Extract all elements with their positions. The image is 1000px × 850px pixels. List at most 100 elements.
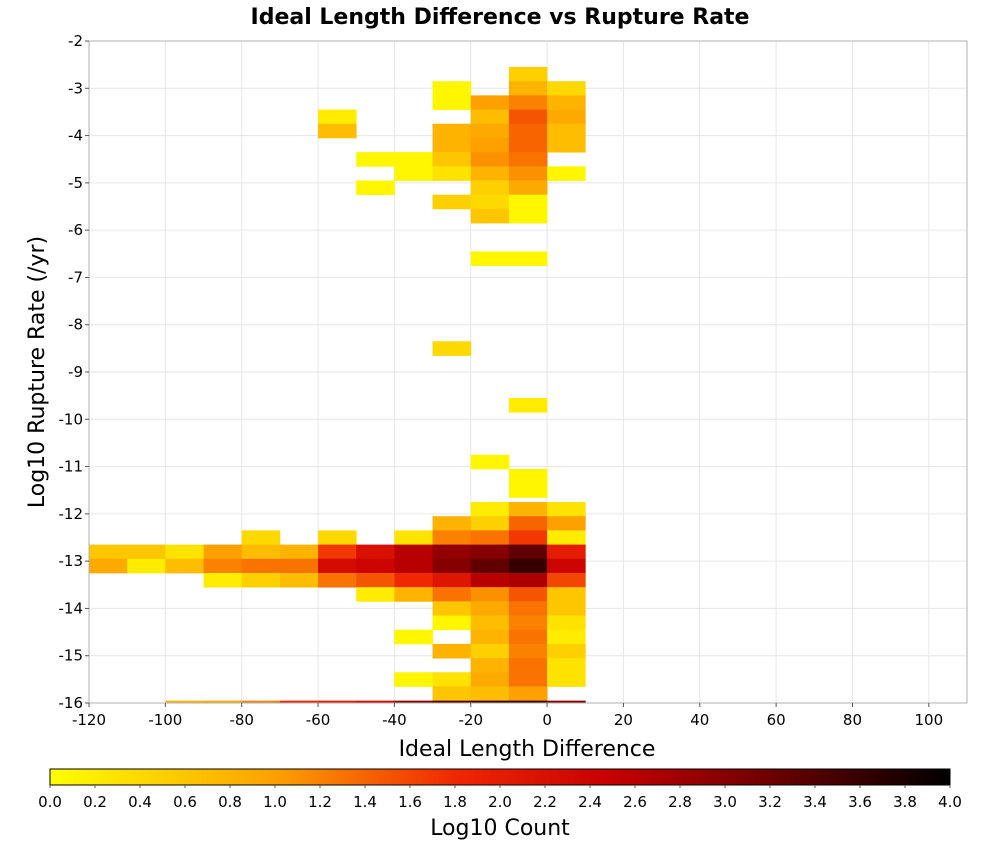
colorbar-tick-label: 1.8 — [443, 793, 467, 811]
colorbar-tick-label: 3.6 — [848, 793, 872, 811]
colorbar — [49, 768, 951, 786]
heatmap-cell — [432, 137, 472, 153]
heatmap-cell — [547, 643, 586, 659]
heatmap-cell — [547, 530, 586, 545]
y-tick-label: -6 — [68, 221, 83, 239]
heatmap-cell — [356, 572, 395, 588]
heatmap-cell — [203, 700, 243, 704]
heatmap-cell — [470, 700, 510, 704]
x-tick-label: -120 — [72, 711, 106, 729]
heatmap-cell — [547, 544, 586, 560]
heatmap-cell — [318, 700, 357, 704]
heatmap-cell — [165, 558, 204, 574]
heatmap-cell — [432, 544, 472, 560]
y-tick-label: -11 — [59, 458, 84, 476]
colorbar-tick-label: 4.0 — [938, 793, 962, 811]
heatmap-cell — [394, 152, 433, 167]
heatmap-cell — [547, 558, 586, 574]
heatmap-cell — [547, 572, 586, 588]
heatmap-cell — [508, 587, 548, 602]
colorbar-tick-label: 3.2 — [758, 793, 782, 811]
heatmap-cell — [508, 468, 548, 484]
colorbar-tick-label: 2.4 — [578, 793, 602, 811]
heatmap-cell — [508, 700, 548, 704]
heatmap-cell — [318, 558, 357, 574]
heatmap-cell — [470, 672, 510, 687]
heatmap-cell — [127, 558, 166, 574]
heatmap-cell — [470, 208, 510, 224]
heatmap-cell — [508, 516, 548, 531]
heatmap-cell — [547, 516, 586, 531]
heatmap-cell — [432, 572, 472, 588]
x-axis-ticks: -120 -100 -80 -60 -40 -20 0 20 40 60 80 100 — [72, 703, 943, 729]
colorbar-tick-label: 3.4 — [803, 793, 827, 811]
y-tick-label: -9 — [68, 363, 83, 381]
heatmap-cell — [203, 572, 243, 588]
colorbar-tick-label: 2.8 — [668, 793, 692, 811]
chart-title: Ideal Length Difference vs Rupture Rate — [251, 5, 750, 30]
heatmap-cell — [547, 109, 586, 125]
heatmap-cell — [432, 686, 472, 702]
x-tick-label: -40 — [382, 711, 407, 729]
heatmap-cell — [470, 587, 510, 602]
heatmap-cell — [508, 672, 548, 687]
heatmap-cell — [470, 152, 510, 167]
heatmap-cell — [394, 166, 433, 181]
heatmap-cell — [470, 123, 510, 139]
colorbar-tick-label: 2.6 — [623, 793, 647, 811]
heatmap-cell — [470, 686, 510, 702]
heatmap-cell — [470, 251, 510, 267]
heatmap-cell — [508, 81, 548, 96]
heatmap-cell — [203, 558, 243, 574]
x-tick-label: 100 — [915, 711, 944, 729]
colorbar-tick-label: 0.4 — [128, 793, 152, 811]
y-tick-label: -12 — [59, 505, 84, 523]
x-tick-label: -100 — [148, 711, 182, 729]
colorbar-tick-label: 2.2 — [533, 793, 557, 811]
x-tick-label: -80 — [229, 711, 254, 729]
colorbar-tick-label: 1.2 — [308, 793, 332, 811]
heatmap-cell — [547, 700, 586, 704]
heatmap-cell — [547, 629, 586, 645]
heatmap-cell — [470, 454, 510, 470]
heatmap-cell — [547, 81, 586, 96]
heatmap-cell — [432, 700, 472, 704]
y-tick-label: -5 — [68, 174, 83, 192]
colorbar-label: Log10 Count — [430, 816, 570, 841]
heatmap-cell — [470, 601, 510, 616]
heatmap-cell — [89, 558, 128, 574]
heatmap-cell — [279, 544, 319, 560]
heatmap-cell — [432, 601, 472, 616]
heatmap-cell — [241, 700, 281, 704]
heatmap-cell — [356, 544, 395, 560]
heatmap-cell — [508, 166, 548, 181]
heatmap-cell — [508, 180, 548, 196]
heatmap-cell — [508, 601, 548, 616]
heatmap-cell — [394, 558, 433, 574]
heatmap-cell — [432, 123, 472, 139]
heatmap-cell — [547, 672, 586, 687]
heatmap-cell — [508, 67, 548, 82]
heatmap-cell — [432, 558, 472, 574]
y-tick-label: -2 — [68, 32, 83, 50]
heatmap-cell — [508, 572, 548, 588]
heatmap-cell — [508, 629, 548, 645]
heatmap-cell — [508, 643, 548, 659]
heatmap-cell — [318, 123, 357, 139]
y-tick-label: -10 — [59, 410, 84, 428]
heatmap-cell — [508, 686, 548, 702]
heatmap-cell — [356, 587, 395, 602]
heatmap-cell — [432, 194, 472, 210]
heatmap-cell — [432, 166, 472, 181]
heatmap-cell — [394, 629, 433, 645]
y-tick-label: -8 — [68, 316, 83, 334]
heatmap-cell — [356, 152, 395, 167]
heatmap-cell — [508, 658, 548, 673]
heatmap-cell — [508, 398, 548, 413]
heatmap-cell — [318, 572, 357, 588]
heatmap-cell — [432, 587, 472, 602]
heatmap-cell — [508, 544, 548, 560]
heatmap-cell — [470, 166, 510, 181]
heatmap-cell — [432, 341, 472, 356]
heatmap-cell — [547, 658, 586, 673]
